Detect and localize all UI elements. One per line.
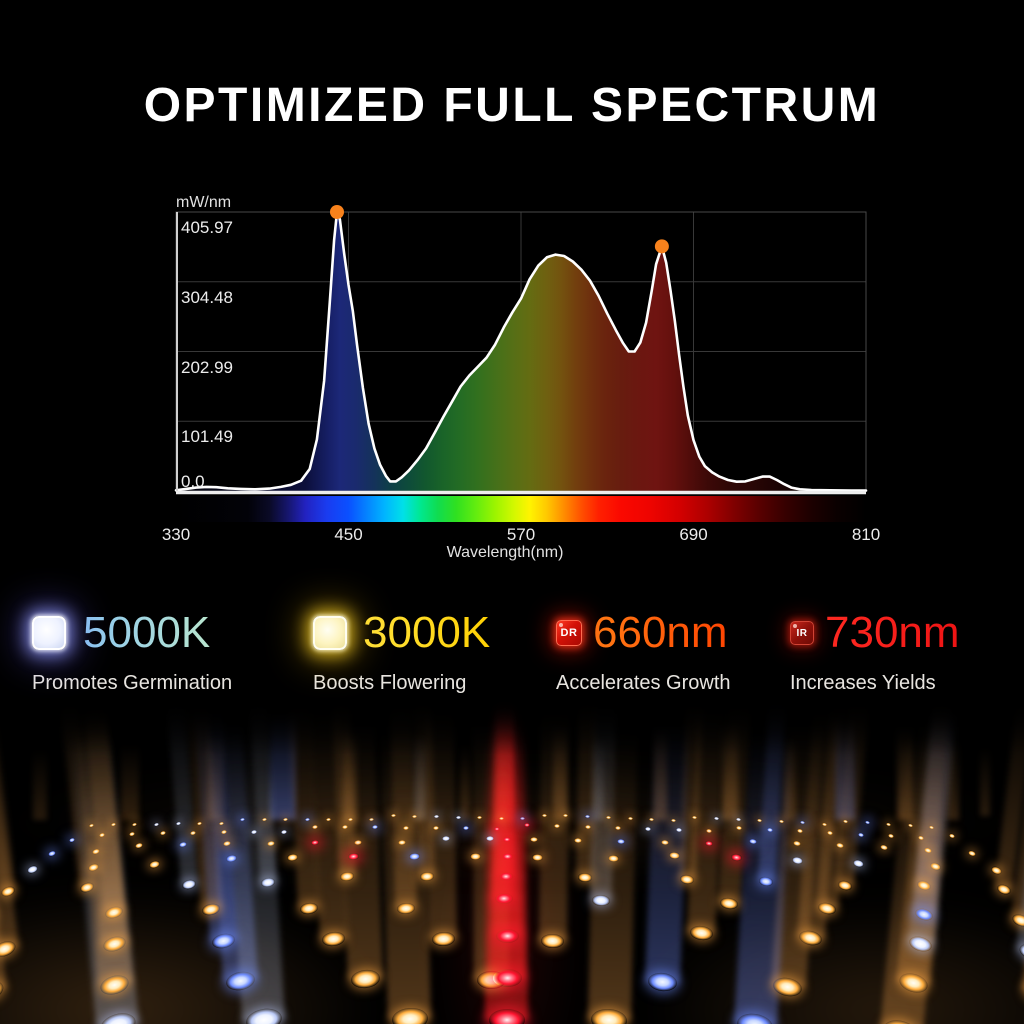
light-beam	[338, 709, 384, 980]
led-dot	[494, 892, 513, 905]
light-beam	[539, 700, 570, 941]
callout-label: Increases Yields	[790, 672, 936, 694]
led-dot	[488, 1008, 526, 1024]
light-beam	[380, 719, 432, 1020]
led-dot	[148, 860, 161, 870]
led-dot	[501, 852, 513, 860]
light-beam	[460, 745, 470, 820]
light-beam	[414, 735, 426, 820]
x-tick-label: 810	[852, 525, 880, 544]
led-dot	[577, 872, 593, 883]
light-beam	[947, 740, 959, 820]
callout-label: Boosts Flowering	[313, 672, 467, 694]
white-led-icon	[32, 616, 66, 650]
led-dot	[607, 854, 620, 863]
deep-red-led-icon: DR	[556, 620, 582, 646]
callout-value: 5000K	[83, 608, 211, 657]
led-dot	[541, 933, 565, 949]
light-beam	[784, 738, 796, 820]
led-dot	[735, 817, 741, 822]
callout-3000k: 3000K Boosts Flowering	[313, 606, 490, 701]
led-dot	[47, 849, 57, 858]
led-dot	[614, 825, 622, 830]
led-dot	[531, 853, 543, 861]
deep-red-led-icon-text: DR	[560, 627, 578, 639]
x-axis-title: Wavelength(nm)	[447, 544, 564, 561]
chart-plot-area	[174, 205, 868, 522]
peak-marker	[330, 205, 344, 219]
led-panel-photo	[0, 700, 1024, 1024]
led-dot	[495, 928, 519, 944]
infrared-led-icon-text: IR	[796, 627, 808, 639]
led-dot	[627, 816, 634, 821]
led-dot	[419, 871, 434, 882]
spectrum-area-fill	[176, 212, 866, 491]
chart-axis-labels: mW/nm 405.97 304.48 202.99 101.49 0.0 33…	[162, 194, 880, 561]
light-beam	[980, 748, 990, 816]
y-tick-label: 304.48	[181, 288, 233, 307]
callout-value: 660nm	[593, 608, 728, 657]
led-dot	[498, 871, 513, 881]
led-dot	[573, 837, 583, 844]
callout-label: Accelerates Growth	[556, 672, 731, 694]
page-title: OPTIMIZED FULL SPECTRUM	[143, 79, 881, 132]
callout-value: 730nm	[825, 608, 960, 657]
led-dot	[584, 824, 592, 829]
led-dot	[967, 849, 977, 858]
light-beam	[207, 735, 223, 820]
callout-730nm: IR 730nm Increases Yields	[790, 606, 960, 701]
x-tick-label: 690	[679, 525, 707, 544]
y-tick-label: 405.97	[181, 218, 233, 237]
spectrum-curve	[174, 210, 868, 492]
callout-660nm: DR 660nm Accelerates Growth	[556, 606, 731, 701]
led-dot	[541, 813, 547, 817]
led-dot	[455, 815, 461, 819]
light-beam	[587, 719, 638, 1021]
y-tick-label: 202.99	[181, 358, 233, 377]
callout-label: Promotes Germination	[32, 672, 233, 694]
peak-marker	[654, 239, 669, 254]
wavelength-colorbar	[176, 496, 866, 522]
y-axis-title: mW/nm	[176, 194, 231, 211]
led-dot	[713, 816, 720, 821]
x-tick-label: 450	[334, 525, 362, 544]
led-dot	[493, 826, 501, 831]
led-dot	[498, 816, 504, 820]
y-tick-label: 0.0	[181, 472, 205, 491]
led-dot	[402, 825, 410, 830]
light-beam	[592, 738, 604, 820]
led-dot	[492, 968, 522, 988]
led-dot	[25, 864, 39, 875]
light-beam	[33, 750, 47, 820]
x-tick-label: 330	[162, 525, 190, 544]
spectrum-chart: mW/nm 405.97 304.48 202.99 101.49 0.0 33…	[162, 194, 880, 561]
light-beam	[425, 700, 457, 940]
y-tick-label: 101.49	[181, 427, 233, 446]
light-beam	[121, 745, 139, 820]
callout-value: 3000K	[363, 608, 491, 657]
led-dot	[529, 836, 539, 843]
infrared-led-icon: IR	[790, 621, 814, 645]
callout-5000k: 5000K Promotes Germination	[32, 606, 232, 701]
light-beam	[645, 710, 690, 983]
warm-led-icon	[313, 616, 347, 650]
x-tick-label: 570	[507, 525, 535, 544]
led-dot	[670, 818, 677, 823]
led-dot	[675, 827, 683, 833]
